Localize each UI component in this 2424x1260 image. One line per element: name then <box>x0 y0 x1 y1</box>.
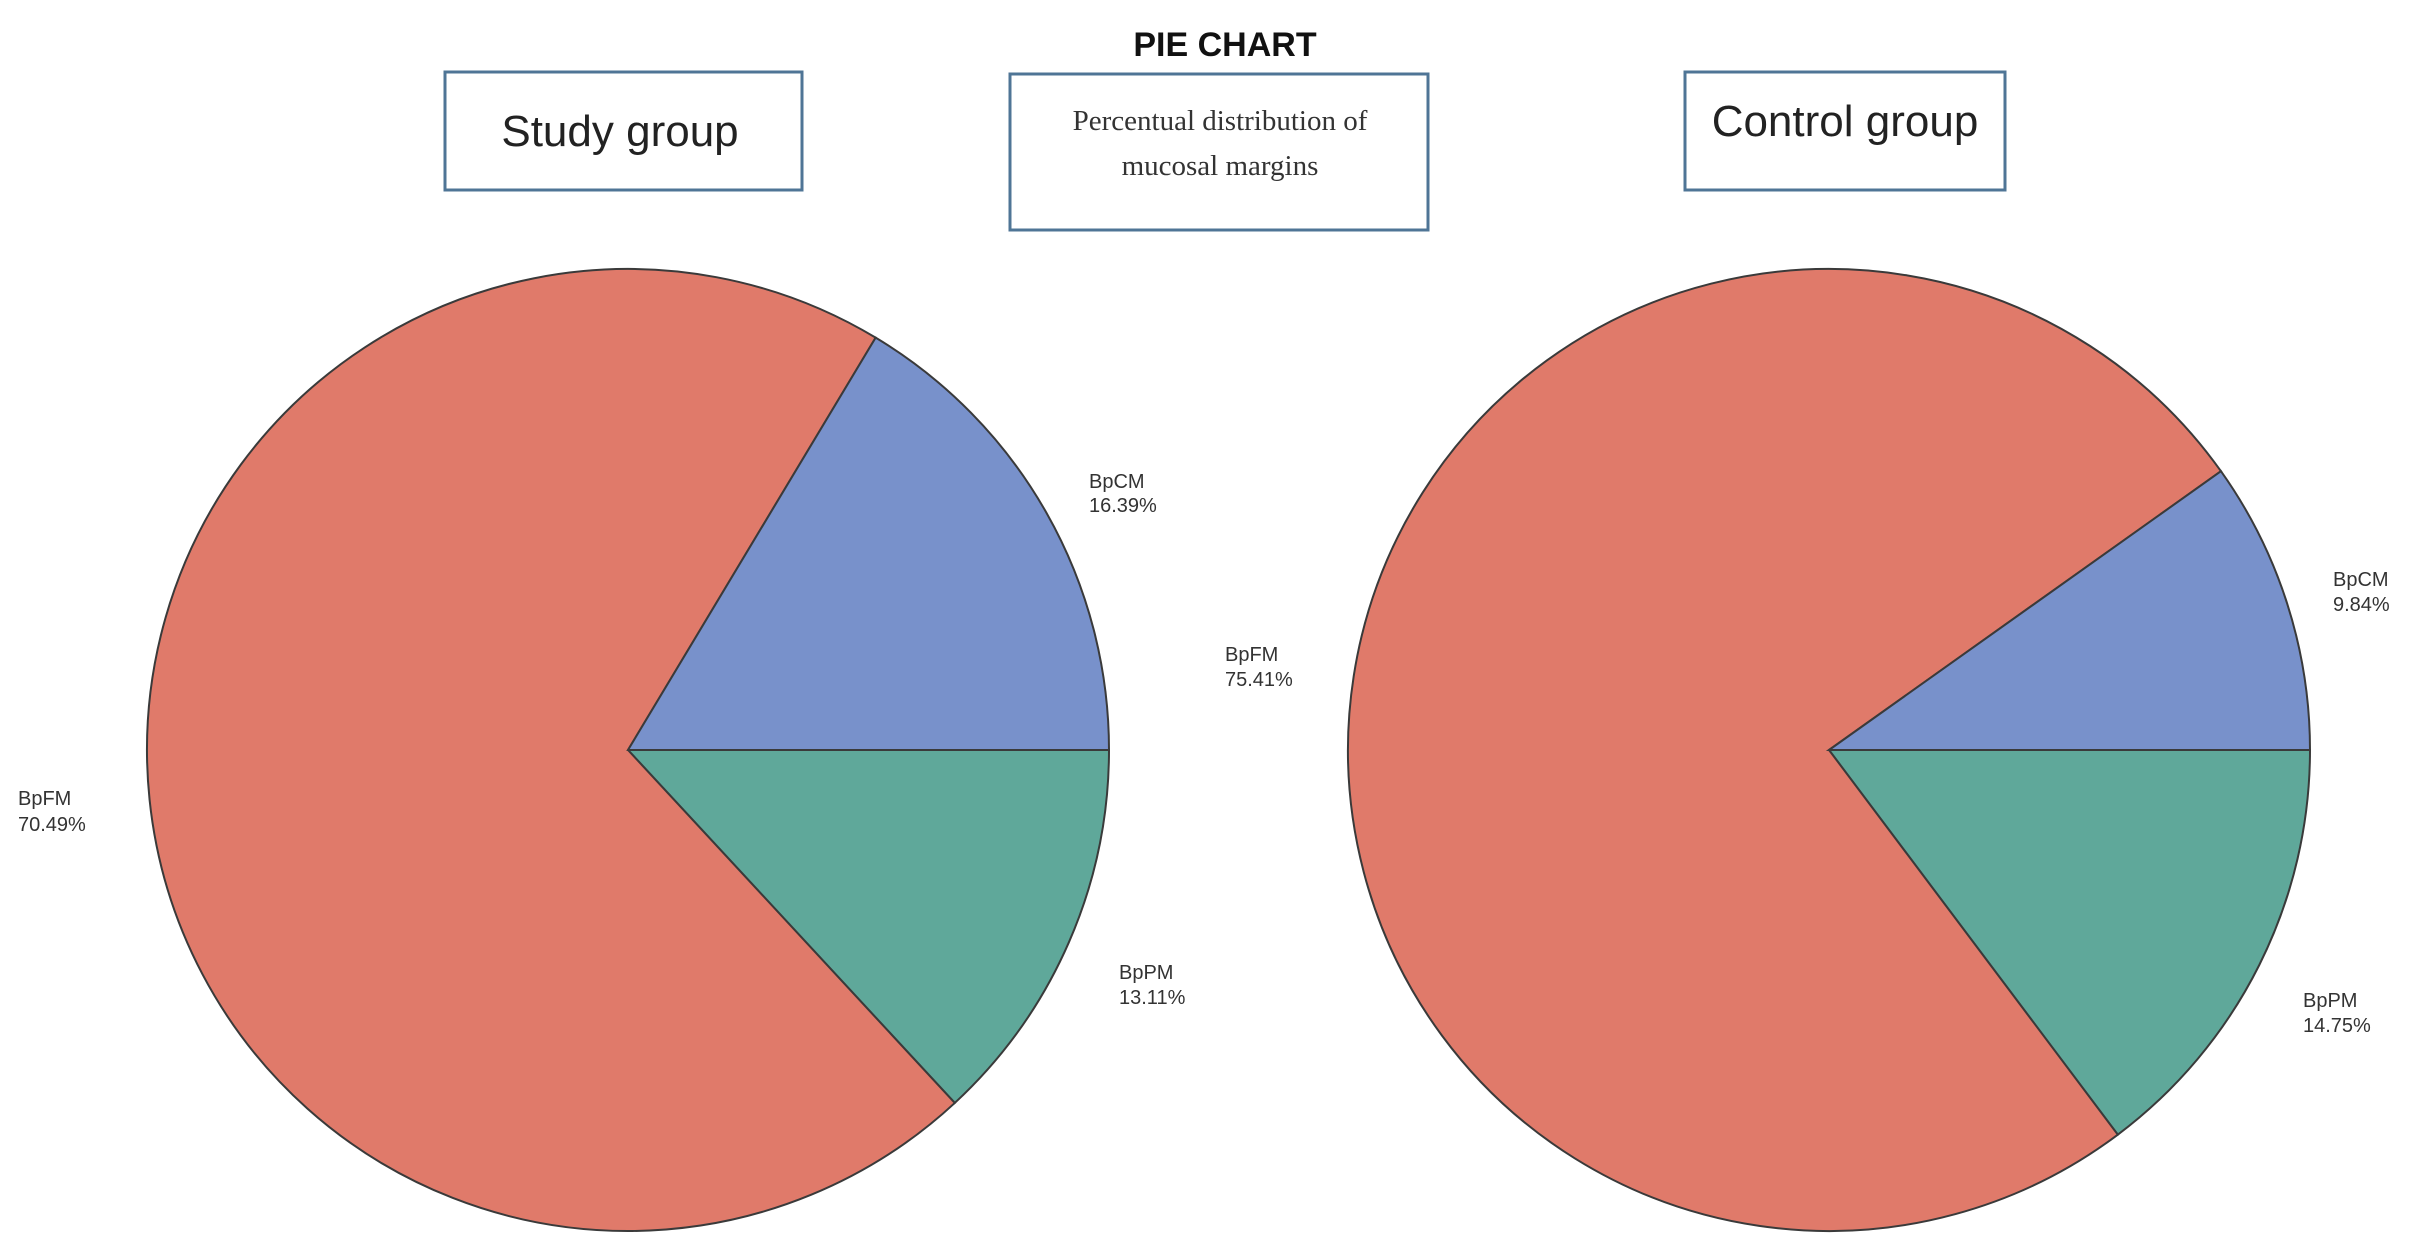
chart-main-title: PIE CHART <box>1133 26 1316 64</box>
study-bppm-name: BpPM <box>1119 962 1173 984</box>
study-slice-bpcm <box>626 336 1111 751</box>
study-bpfm-name: BpFM <box>18 788 71 810</box>
control-slice-bpfm <box>1347 268 2223 1232</box>
control-group-slice-labels: BpCM 9.84% BpFM 75.41% BpPM 14.75% <box>1225 569 2390 1037</box>
study-bpcm-percent: 16.39% <box>1089 495 1157 517</box>
control-bpfm-name: BpFM <box>1225 644 1278 666</box>
study-group-title-box: Study group <box>443 70 804 192</box>
control-bppm-name: BpPM <box>2303 990 2357 1012</box>
caption-line-2: mucosal margins <box>1122 150 1319 182</box>
control-slice-bpcm <box>1825 469 2312 751</box>
control-group-title-box: Control group <box>1683 70 2007 192</box>
control-bppm-percent: 14.75% <box>2303 1015 2371 1037</box>
control-bpcm-name: BpCM <box>2333 569 2389 591</box>
control-group-pie <box>1347 268 2312 1232</box>
caption-box: Percentual distribution of mucosal margi… <box>1008 72 1430 232</box>
study-bpfm-percent: 70.49% <box>18 814 86 836</box>
control-slice-bppm <box>1826 749 2312 1137</box>
study-group-pie <box>146 268 1111 1232</box>
study-group-slice-labels: BpCM 16.39% BpFM 70.49% BpPM 13.11% <box>18 471 1186 1009</box>
control-group-title: Control group <box>1712 97 1979 146</box>
control-bpcm-percent: 9.84% <box>2333 594 2390 616</box>
study-bpcm-name: BpCM <box>1089 471 1145 493</box>
control-bpfm-percent: 75.41% <box>1225 669 1293 691</box>
study-group-title: Study group <box>501 107 738 156</box>
study-bppm-percent: 13.11% <box>1119 987 1186 1009</box>
study-slice-bpfm <box>146 268 957 1232</box>
caption-line-1: Percentual distribution of <box>1073 105 1368 137</box>
study-slice-bppm <box>625 749 1111 1105</box>
